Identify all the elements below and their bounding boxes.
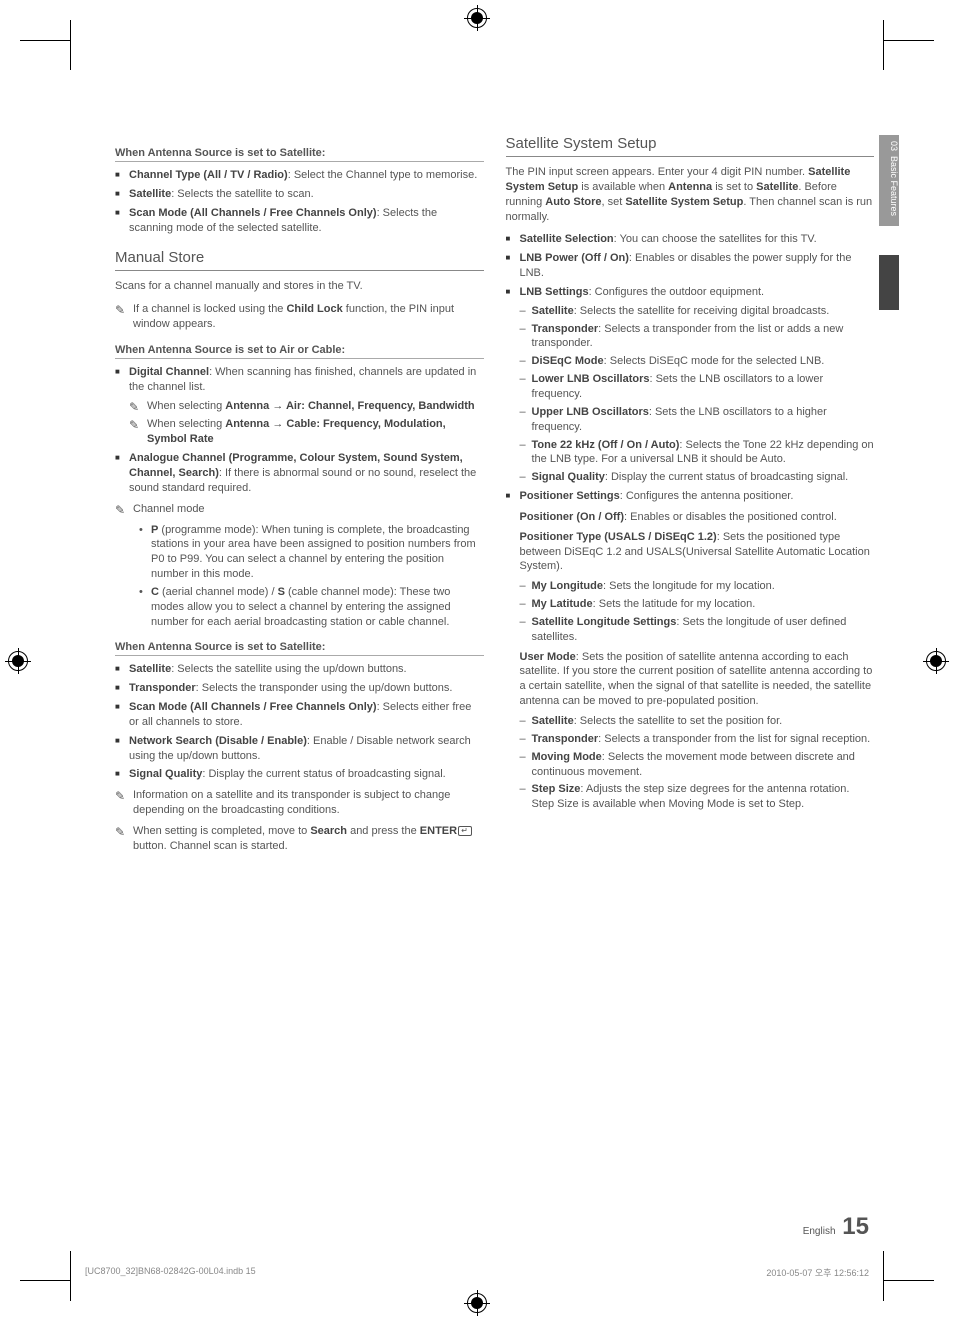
heading-satellite-setup: Satellite System Setup [506, 135, 875, 157]
list-item: Satellite: Selects the satellite to scan… [129, 187, 484, 202]
print-metadata: [UC8700_32]BN68-02842G-00L04.indb 15 201… [85, 1266, 869, 1279]
list-item: C (aerial channel mode) / S (cable chann… [151, 585, 484, 630]
heading-manual-store: Manual Store [115, 249, 484, 271]
list-item: Satellite: Selects the satellite to set … [532, 714, 875, 729]
footer-language: English [803, 1226, 836, 1237]
list-item: P (programme mode): When tuning is compl… [151, 523, 484, 582]
list-item: Step Size: Adjusts the step size degrees… [532, 782, 875, 812]
chapter-label: Basic Features [889, 156, 899, 216]
list-item: Satellite: Selects the satellite for rec… [532, 304, 875, 319]
list-item: Scan Mode (All Channels / Free Channels … [129, 206, 484, 236]
subheading: When Antenna Source is set to Satellite: [115, 147, 484, 162]
list-item: Channel Type (All / TV / Radio): Select … [129, 168, 484, 183]
list-item: Transponder: Selects the transponder usi… [129, 681, 484, 696]
intro-text: The PIN input screen appears. Enter your… [506, 165, 875, 224]
page-footer: English 15 [803, 1213, 869, 1241]
note: Information on a satellite and its trans… [115, 788, 484, 818]
list-item: Tone 22 kHz (Off / On / Auto): Selects t… [532, 438, 875, 468]
note: When setting is completed, move to Searc… [115, 824, 484, 854]
paragraph: Positioner (On / Off): Enables or disabl… [520, 510, 875, 525]
list-item: My Latitude: Sets the latitude for my lo… [532, 597, 875, 612]
list-item: Analogue Channel (Programme, Colour Syst… [129, 451, 484, 496]
list-item: Satellite Selection: You can choose the … [520, 232, 875, 247]
list-item: Transponder: Selects a transponder from … [532, 322, 875, 352]
registration-mark-icon [8, 651, 28, 671]
right-column: Satellite System Setup The PIN input scr… [506, 135, 875, 1196]
list-item: Transponder: Selects a transponder from … [532, 732, 875, 747]
list-item: Signal Quality: Display the current stat… [129, 767, 484, 782]
left-column: When Antenna Source is set to Satellite:… [115, 135, 484, 1196]
paragraph: Positioner Type (USALS / DiSEqC 1.2): Se… [520, 530, 875, 575]
enter-icon [458, 826, 472, 836]
list-item: Digital Channel: When scanning has finis… [129, 365, 484, 447]
subheading: When Antenna Source is set to Satellite: [115, 641, 484, 656]
list-item: Satellite Longitude Settings: Sets the l… [532, 615, 875, 645]
subheading: When Antenna Source is set to Air or Cab… [115, 344, 484, 359]
paragraph: User Mode: Sets the position of satellit… [520, 650, 875, 709]
list-item: DiSEqC Mode: Selects DiSEqC mode for the… [532, 354, 875, 369]
note: If a channel is locked using the Child L… [115, 302, 484, 332]
timestamp: 2010-05-07 오후 12:56:12 [766, 1266, 869, 1279]
list-item: My Longitude: Sets the longitude for my … [532, 579, 875, 594]
list-item: Scan Mode (All Channels / Free Channels … [129, 700, 484, 730]
section-tab: 03 Basic Features [879, 135, 899, 226]
list-item: LNB Settings: Configures the outdoor equ… [520, 285, 875, 485]
chapter-number: 03 [889, 141, 899, 151]
registration-mark-icon [926, 651, 946, 671]
list-item: Moving Mode: Selects the movement mode b… [532, 750, 875, 780]
registration-mark-icon [467, 1293, 487, 1313]
list-item: Upper LNB Oscillators: Sets the LNB osci… [532, 405, 875, 435]
page-number: 15 [842, 1213, 869, 1240]
note: When selecting Antenna → Air: Channel, F… [129, 399, 484, 414]
list-item: LNB Power (Off / On): Enables or disable… [520, 251, 875, 281]
registration-mark-icon [467, 8, 487, 28]
list-item: Network Search (Disable / Enable): Enabl… [129, 734, 484, 764]
list-item: Signal Quality: Display the current stat… [532, 470, 875, 485]
list-item: Lower LNB Oscillators: Sets the LNB osci… [532, 372, 875, 402]
list-item: Satellite: Selects the satellite using t… [129, 662, 484, 677]
list-item: Positioner Settings: Configures the ante… [520, 489, 875, 812]
section-tab-active [879, 255, 899, 310]
file-name: [UC8700_32]BN68-02842G-00L04.indb 15 [85, 1266, 256, 1279]
intro-text: Scans for a channel manually and stores … [115, 279, 484, 294]
note: When selecting Antenna → Cable: Frequenc… [129, 417, 484, 447]
note: Channel mode [115, 502, 484, 517]
